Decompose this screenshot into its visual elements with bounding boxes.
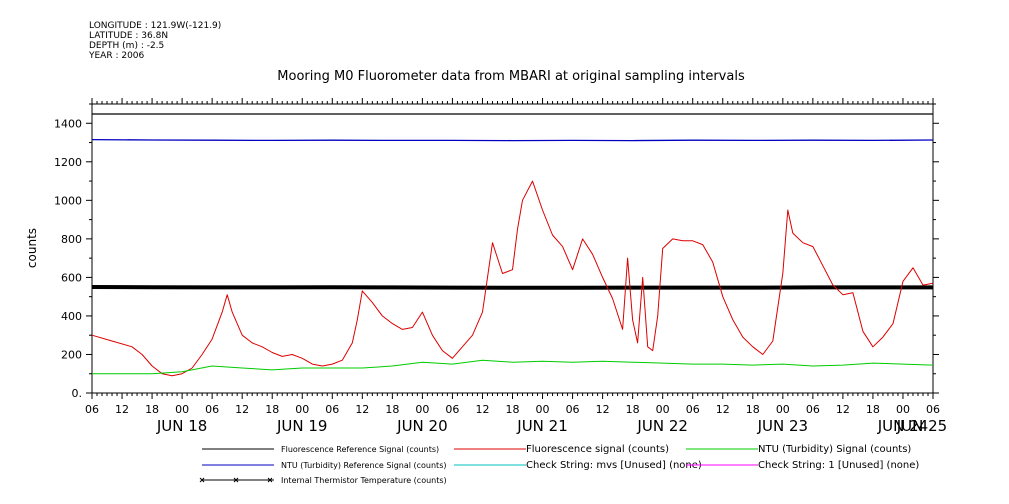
x-tick-label: 18 <box>866 403 880 416</box>
y-axis-label: counts <box>25 228 39 268</box>
x-tick-label: 00 <box>776 403 790 416</box>
legend-label: Internal Thermistor Temperature (counts) <box>281 476 447 485</box>
plot-area: 06 12 18 00 06 12 18 00 06 12 18 00 06 12 18 00 06 12 18 00… <box>54 98 947 435</box>
series-line-4 <box>92 359 934 375</box>
x-day-label: JUN 23 <box>757 417 808 435</box>
x-tick-label: 18 <box>385 403 399 416</box>
x-day-label: JUN 20 <box>396 417 447 435</box>
latitude-label: LATITUDE : 36.8N <box>89 31 169 41</box>
x-tick-label: 06 <box>926 403 940 416</box>
x-tick-label: 18 <box>145 403 159 416</box>
x-tick-label: 00 <box>896 403 910 416</box>
series-line-3 <box>91 180 934 377</box>
x-tick-label: 12 <box>475 403 489 416</box>
x-tick-label: 06 <box>85 403 99 416</box>
x-day-label: JUN 18 <box>156 417 207 435</box>
series-line-1 <box>91 138 934 142</box>
y-tick-label: 0. <box>72 387 83 400</box>
x-tick-label: 00 <box>536 403 550 416</box>
x-tick-label: 12 <box>355 403 369 416</box>
legend: Fluorescence Reference Signal (counts) NT… <box>199 444 919 485</box>
x-day-label: JUN 19 <box>276 417 327 435</box>
longitude-label: LONGITUDE : 121.9W(-121.9) <box>89 21 222 31</box>
legend-label: Fluorescence Reference Signal (counts) <box>281 445 439 454</box>
y-tick-label: 1200 <box>54 156 82 169</box>
legend-label: Check String: mvs [Unused] (none) <box>526 460 702 471</box>
x-tick-label: 06 <box>686 403 700 416</box>
x-tick-label: 18 <box>626 403 640 416</box>
series-line-2 <box>91 285 933 290</box>
metadata-block: LONGITUDE : 121.9W(-121.9) LATITUDE : 36… <box>89 21 221 61</box>
x-day-label: JUN 21 <box>516 417 567 435</box>
x-tick-label: 06 <box>205 403 219 416</box>
plot-frame <box>91 103 934 394</box>
x-day-label: JUN 22 <box>636 417 687 435</box>
y-tick-label: 800 <box>61 233 82 246</box>
x-tick-label: 06 <box>806 403 820 416</box>
x-tick-label: 00 <box>175 403 189 416</box>
x-tick-label: 12 <box>235 403 249 416</box>
x-tick-label: 12 <box>836 403 850 416</box>
x-tick-label: 00 <box>415 403 429 416</box>
x-tick-label: 12 <box>115 403 129 416</box>
depth-label: DEPTH (m) : -2.5 <box>89 41 165 51</box>
legend-label: Fluorescence signal (counts) <box>526 444 669 455</box>
x-day-label: JUN 24 <box>877 417 928 435</box>
y-tick-label: 200 <box>61 348 82 361</box>
legend-label: NTU (Turbidity) Reference Signal (counts… <box>281 461 446 470</box>
legend-marker <box>199 477 205 483</box>
x-tick-label: 06 <box>325 403 339 416</box>
legend-marker <box>267 477 273 483</box>
x-tick-label: 18 <box>506 403 520 416</box>
chart-title: Mooring M0 Fluorometer data from MBARI a… <box>277 69 745 84</box>
x-tick-label: 06 <box>445 403 459 416</box>
x-tick-label: 18 <box>746 403 760 416</box>
x-tick-label: 18 <box>265 403 279 416</box>
year-label: YEAR : 2006 <box>89 51 145 61</box>
x-tick-label: 00 <box>295 403 309 416</box>
x-tick-label: 06 <box>566 403 580 416</box>
y-tick-label: 400 <box>61 310 82 323</box>
y-tick-label: 1400 <box>54 117 82 130</box>
legend-label: Check String: 1 [Unused] (none) <box>758 460 919 471</box>
legend-label: NTU (Turbidity) Signal (counts) <box>758 444 911 455</box>
x-tick-label: 12 <box>716 403 730 416</box>
x-tick-label: 12 <box>596 403 610 416</box>
legend-marker <box>233 477 239 483</box>
y-tick-label: 600 <box>61 271 82 284</box>
x-day-label: JUN 25 <box>896 417 947 435</box>
x-tick-label: 00 <box>656 403 670 416</box>
y-tick-label: 1000 <box>54 194 82 207</box>
